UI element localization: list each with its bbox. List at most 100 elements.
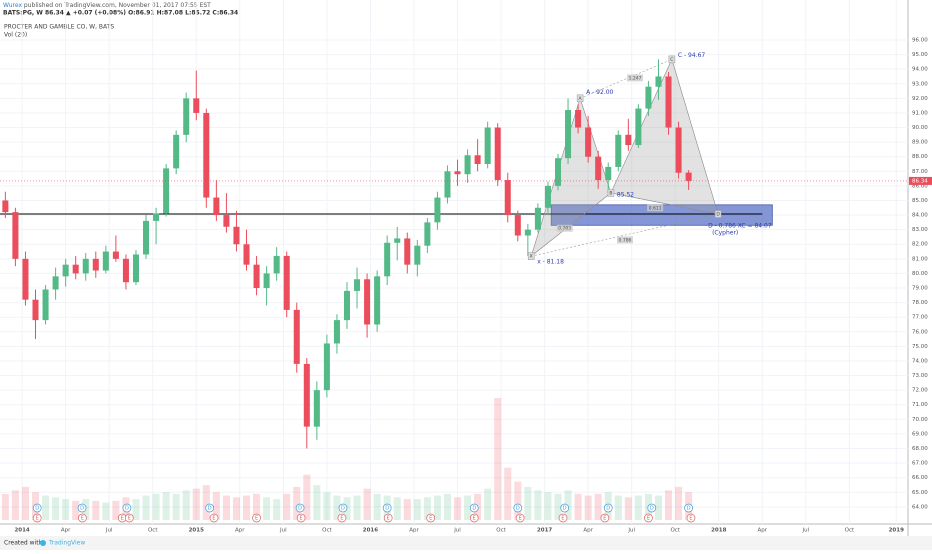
candle-body xyxy=(72,264,79,274)
event-marker xyxy=(603,503,613,513)
event-label: D xyxy=(385,506,389,512)
x-tick-label: Oct xyxy=(496,528,506,534)
candle-body xyxy=(625,134,632,146)
x-tick-label: Apr xyxy=(235,528,245,534)
pattern-line xyxy=(579,59,672,99)
y-tick-label: 66.00 xyxy=(912,475,928,481)
pattern-point-name: A xyxy=(579,96,583,102)
pattern-point-label: C - 94.67 xyxy=(678,52,706,59)
y-tick-label: 87.00 xyxy=(912,169,928,175)
logo xyxy=(40,540,46,546)
candle-body xyxy=(153,213,160,221)
candle-body xyxy=(143,220,150,255)
candle-body xyxy=(62,264,69,277)
y-tick-label: 75.00 xyxy=(912,344,928,350)
volume-bar xyxy=(192,488,200,520)
candle-body xyxy=(544,185,551,208)
event-marker xyxy=(209,513,219,523)
volume-bar xyxy=(665,490,673,520)
event-marker xyxy=(469,513,479,523)
event-label: E xyxy=(128,516,131,522)
y-tick-label: 71.00 xyxy=(912,402,928,408)
event-marker xyxy=(558,513,568,523)
event-label: E xyxy=(473,516,476,522)
event-marker xyxy=(644,513,653,523)
volume-bar xyxy=(484,488,492,520)
event-label: E xyxy=(36,516,39,522)
candle-body xyxy=(655,76,662,87)
candle-body xyxy=(514,215,521,236)
x-tick-label: Jul xyxy=(627,528,635,534)
volume-bar xyxy=(353,495,361,520)
event-label: D xyxy=(80,506,84,512)
ratio-label: 1.247 xyxy=(629,75,642,81)
volume-bar xyxy=(534,490,542,520)
x-tick-label: 2014 xyxy=(14,528,29,534)
event-marker xyxy=(124,513,134,523)
event-marker xyxy=(78,513,87,523)
candle-body xyxy=(504,180,511,216)
volume-bar xyxy=(393,497,401,520)
y-tick-label: 81.00 xyxy=(912,256,928,262)
event-label: D xyxy=(563,506,567,512)
volume-bar xyxy=(443,493,451,520)
volume-bar xyxy=(413,499,421,520)
publisher[interactable]: Wurex xyxy=(3,2,22,9)
candle-body xyxy=(303,363,310,427)
candle-body xyxy=(404,238,411,265)
y-tick-label: 68.00 xyxy=(912,446,928,452)
y-tick-label: 92.00 xyxy=(912,96,928,102)
volume-bar xyxy=(162,492,170,520)
pattern-point-label: 85.52 xyxy=(617,191,634,198)
candle-body xyxy=(313,390,320,427)
event-label: D xyxy=(35,506,39,512)
volume-bar xyxy=(283,493,291,520)
event-marker xyxy=(122,503,132,513)
volume-bar xyxy=(554,493,562,520)
volume-bar xyxy=(1,493,9,520)
y-tick-label: 86.00 xyxy=(912,183,928,189)
y-tick-label: 82.00 xyxy=(912,242,928,248)
volume-bar xyxy=(303,474,311,520)
ratio-label: 0.786 xyxy=(619,237,632,243)
event-marker xyxy=(205,503,215,513)
candle-body xyxy=(243,244,250,265)
pattern-point-label: D - 0.786 XC = 84.07 xyxy=(708,223,772,230)
candle-body xyxy=(434,197,441,223)
event-label: E xyxy=(429,516,432,522)
ratio-label: 0.611 xyxy=(649,205,662,211)
candle-body xyxy=(173,134,180,169)
volume-bar xyxy=(52,497,60,520)
footer-brand[interactable]: TradingView xyxy=(48,540,85,547)
event-label: E xyxy=(387,516,390,522)
pattern-point-box xyxy=(607,189,615,197)
event-label: D xyxy=(516,506,520,512)
candle-body xyxy=(42,289,49,321)
event-label: E xyxy=(689,516,692,522)
event-label: D xyxy=(687,506,691,512)
candle-body xyxy=(595,156,602,181)
y-tick-label: 70.00 xyxy=(912,417,928,423)
candle-body xyxy=(524,229,531,236)
candle-body xyxy=(2,200,9,213)
volume-bar xyxy=(514,481,522,520)
pattern-point-box xyxy=(714,210,722,218)
y-tick-label: 79.00 xyxy=(912,286,928,292)
candle-body xyxy=(112,251,119,259)
y-tick-label: 90.00 xyxy=(912,125,928,131)
volume-bar xyxy=(323,492,331,520)
published: published on TradingView.com, November 0… xyxy=(24,2,211,9)
candle-body xyxy=(364,279,371,325)
candle-body xyxy=(223,215,230,227)
pattern-point-name: B xyxy=(609,190,612,196)
candle-body xyxy=(52,276,59,290)
event-marker xyxy=(513,503,523,513)
y-tick-label: 74.00 xyxy=(912,358,928,364)
event-marker xyxy=(296,513,306,523)
event-marker xyxy=(647,503,657,513)
volume-bar xyxy=(654,495,662,520)
y-tick-label: 73.00 xyxy=(912,373,928,379)
candle-body xyxy=(293,309,300,364)
